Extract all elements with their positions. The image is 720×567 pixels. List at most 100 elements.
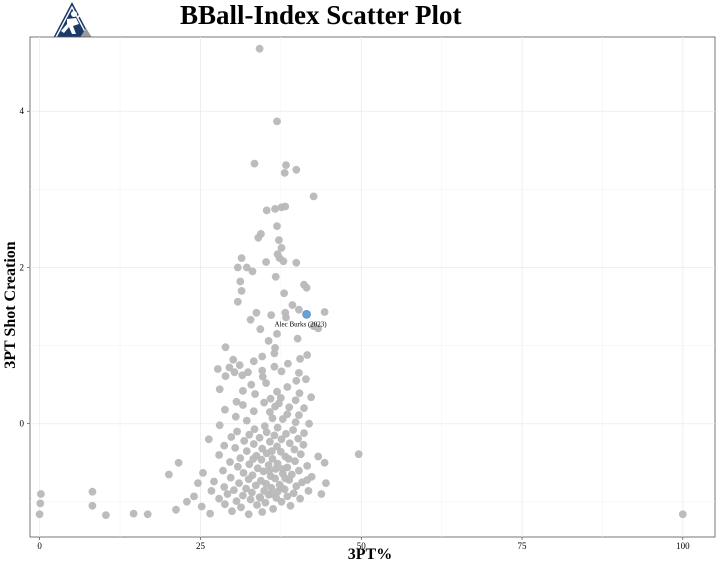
scatter-point [273,423,282,432]
scatter-point [252,308,261,317]
scatter-point [354,450,363,459]
scatter-point [230,368,239,377]
scatter-point [249,407,258,416]
scatter-point [226,473,235,482]
scatter-point [256,325,265,334]
scatter-point [206,509,215,518]
scatter-point [215,451,224,459]
scatter-point [282,313,290,322]
scatter-point [245,430,254,439]
scatter-point [286,501,295,510]
scatter-point [255,433,264,442]
scatter-point [285,439,294,448]
scatter-point [293,334,302,343]
scatter-point [233,427,242,436]
scatter-point [258,352,267,361]
scatter-point [239,401,247,409]
scatter-point [270,431,279,440]
scatter-point [296,494,304,503]
scatter-point [267,483,276,492]
scatter-point [303,462,312,470]
scatter-point [239,387,247,395]
scatter-point [233,263,242,272]
scatter-point [314,324,323,333]
plot-panel [29,36,716,538]
scatter-point [258,366,267,375]
scatter-point [302,375,310,384]
y-tick-label: 2 [20,262,25,272]
scatter-point [320,458,329,467]
scatter-point [271,205,279,213]
scatter-point [309,192,318,201]
scatter-point [225,363,234,372]
scatter-point [219,466,227,475]
highlight-point [302,310,311,319]
scatter-point [242,447,251,455]
scatter-point [284,455,293,463]
scatter-point [267,447,276,455]
scatter-point [233,297,242,306]
scatter-point [242,484,251,493]
scatter-point [223,490,232,498]
scatter-point [174,458,183,467]
highlight-group: Alec Burks (2023) [275,310,327,328]
scatter-point [299,440,308,449]
scatter-point [204,435,213,444]
scatter-point [296,355,304,363]
page-title: BBall-Index Scatter Plot [180,0,462,30]
scatter-point [36,499,45,508]
scatter-point [273,330,281,338]
scatter-point [267,311,276,319]
scatter-point [231,412,240,421]
scatter-point [305,419,313,428]
scatter-point [230,486,238,494]
scatter-point [35,510,44,519]
scatter-point [270,349,279,358]
scatter-point [197,502,206,511]
scatter-point [303,476,312,484]
scatter-point [248,488,256,497]
scatter-point [199,469,207,477]
scatter-point [244,475,253,484]
y-tick-label: 0 [20,419,25,429]
scatter-point [249,440,258,448]
scatter-point [291,418,300,427]
scatter-point [247,380,256,389]
scatter-point [257,455,266,464]
scatter-point [295,305,303,314]
scatter-point [300,429,308,437]
scatter-point [250,159,259,168]
scatter-point [273,387,281,396]
scatter-point [290,445,299,454]
scatter-point [292,376,301,385]
x-tick-label: 0 [37,541,42,551]
scatter-point [228,507,236,516]
scatter-point [260,422,269,430]
scatter-point [678,510,687,519]
scatter-point [37,490,45,498]
scatter-point [285,403,294,412]
scatter-point [322,479,330,487]
scatter-point [282,161,290,170]
scatter-point [317,490,326,498]
scatter-point [262,206,271,215]
scatter-point [239,469,248,477]
scatter-point [284,359,292,368]
scatter-point [254,233,263,242]
scatter-point [267,490,276,498]
scatter-point [233,462,242,471]
scatter-point [292,258,301,267]
scatter-point [271,272,280,281]
scatter-point [248,267,257,276]
scatter-point [277,483,286,492]
scatter-point [229,355,238,364]
scatter-point [102,511,110,519]
scatter-point [242,263,251,272]
scatter-point [221,500,229,509]
scatter-point [244,510,253,519]
scatter-point [255,44,264,53]
scatter-point [235,361,244,369]
scatter-point [259,467,268,476]
scatter-point [237,254,246,262]
scatter-point [215,421,224,430]
